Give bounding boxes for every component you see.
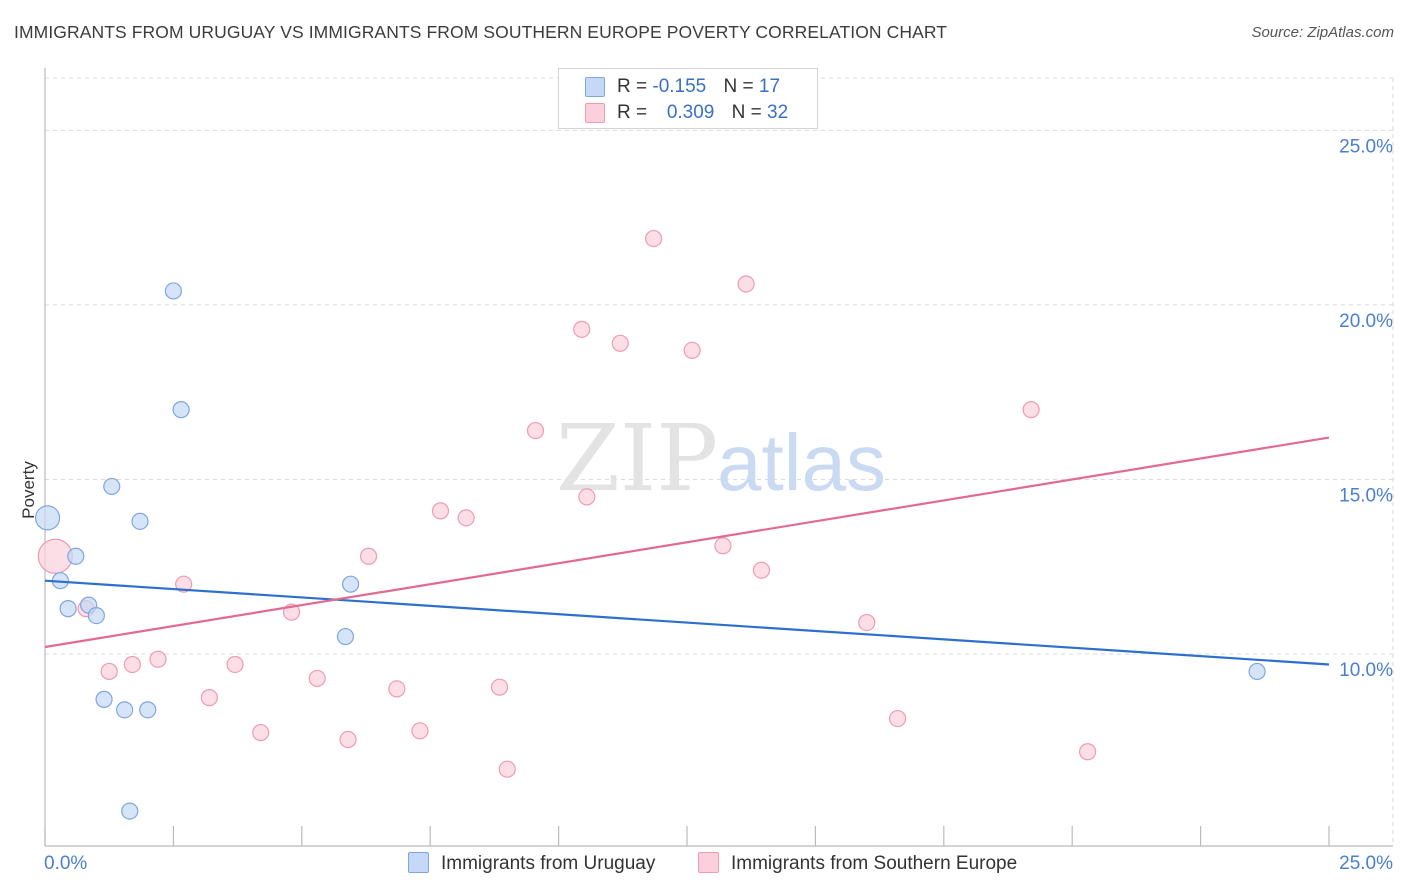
point-southern-europe	[252, 723, 270, 742]
point-southern-europe	[226, 655, 244, 674]
point-southern-europe	[339, 730, 357, 749]
bottom-legend-label-southern: Immigrants from Southern Europe	[731, 853, 1018, 874]
bottom-legend-swatch-uruguay	[408, 852, 429, 873]
point-uruguay	[103, 477, 121, 496]
x-tick-label: 25.0%	[1339, 853, 1393, 874]
tick-labels: 10.0% 15.0% 20.0% 25.0% 0.0% 25.0%	[44, 136, 1393, 874]
point-southern-europe	[175, 575, 193, 593]
series-southern-europe	[37, 229, 1097, 778]
bottom-legend-swatch-southern	[698, 852, 719, 873]
point-southern-europe	[411, 722, 429, 740]
point-southern-europe	[1079, 743, 1097, 761]
x-tick-label: 0.0%	[44, 853, 87, 874]
point-southern-europe	[578, 488, 596, 506]
legend-r-value-uruguay: -0.155	[652, 76, 707, 97]
point-uruguay	[131, 512, 149, 530]
point-uruguay	[121, 802, 139, 820]
point-uruguay	[139, 701, 157, 719]
point-southern-europe	[1022, 401, 1040, 419]
legend-n-value-uruguay: 17	[758, 76, 781, 97]
y-tick-label: 15.0%	[1339, 485, 1393, 506]
bottom-legend-uruguay: Immigrants from Uruguay	[408, 852, 655, 875]
point-uruguay	[172, 401, 190, 419]
point-southern-europe	[149, 650, 167, 668]
legend-n-value-southern: 32	[767, 102, 789, 123]
bottom-legend-southern-europe: Immigrants from Southern Europe	[698, 852, 1017, 875]
point-southern-europe	[100, 662, 118, 681]
point-southern-europe	[457, 509, 475, 527]
trend-lines	[44, 436, 1330, 666]
point-southern-europe	[888, 709, 907, 728]
point-southern-europe	[714, 537, 732, 555]
y-tick-label: 20.0%	[1339, 311, 1393, 332]
point-uruguay	[67, 547, 85, 565]
y-tick-label: 10.0%	[1339, 660, 1393, 681]
legend-r-label-southern: R =	[617, 102, 653, 123]
point-southern-europe	[490, 678, 509, 696]
bottom-legend-label-uruguay: Immigrants from Uruguay	[441, 853, 656, 874]
point-uruguay	[1248, 662, 1266, 681]
point-southern-europe	[573, 320, 591, 338]
point-uruguay	[34, 505, 61, 531]
legend-swatch-uruguay	[585, 77, 605, 97]
legend-n-label-southern: N =	[731, 102, 768, 123]
point-uruguay	[336, 627, 355, 646]
point-uruguay	[87, 606, 105, 625]
watermark-atlas: atlas	[717, 418, 886, 507]
correlation-legend: R = -0.155 N = 17 R = 0.309 N = 32	[558, 68, 818, 129]
point-uruguay	[59, 600, 77, 618]
point-uruguay	[116, 701, 134, 719]
point-southern-europe	[200, 689, 218, 707]
series-uruguay	[34, 282, 1266, 820]
point-southern-europe	[858, 613, 876, 632]
point-southern-europe	[683, 341, 701, 359]
point-southern-europe	[388, 680, 406, 698]
trend-line-southern-europe	[44, 436, 1330, 649]
point-southern-europe	[308, 669, 326, 688]
source-label: Source: ZipAtlas.com	[1251, 24, 1394, 41]
grid-lines	[45, 77, 1393, 655]
trend-line-uruguay	[44, 579, 1330, 666]
y-tick-label: 25.0%	[1339, 136, 1393, 157]
point-southern-europe	[737, 275, 755, 293]
point-southern-europe	[498, 760, 516, 778]
point-southern-europe	[37, 538, 73, 574]
legend-swatch-southern-europe	[585, 103, 605, 123]
axes	[44, 68, 1394, 847]
point-uruguay	[164, 282, 182, 300]
point-uruguay	[95, 690, 113, 708]
chart-title: IMMIGRANTS FROM URUGUAY VS IMMIGRANTS FR…	[14, 22, 948, 42]
point-southern-europe	[359, 547, 378, 565]
legend-r-value-southern: 0.309	[666, 102, 715, 123]
point-uruguay	[341, 575, 360, 593]
y-axis-title: Poverty	[19, 461, 38, 519]
point-southern-europe	[752, 561, 771, 579]
point-southern-europe	[123, 655, 141, 674]
point-southern-europe	[611, 334, 629, 352]
watermark: ZIP atlas	[556, 405, 886, 512]
point-southern-europe	[526, 421, 545, 440]
point-southern-europe	[645, 229, 663, 248]
legend-r-label-uruguay: R =	[617, 76, 653, 97]
legend-n-label-uruguay: N =	[723, 76, 759, 97]
point-southern-europe	[431, 502, 450, 520]
